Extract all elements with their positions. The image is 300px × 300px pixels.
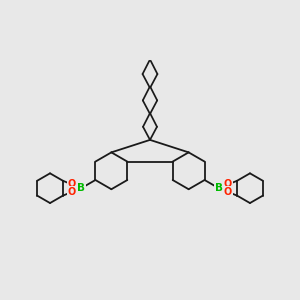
Text: O: O [68, 179, 76, 190]
Text: B: B [215, 183, 223, 193]
Text: O: O [224, 179, 232, 190]
Text: O: O [68, 187, 76, 197]
Text: O: O [224, 187, 232, 197]
Text: B: B [77, 183, 85, 193]
